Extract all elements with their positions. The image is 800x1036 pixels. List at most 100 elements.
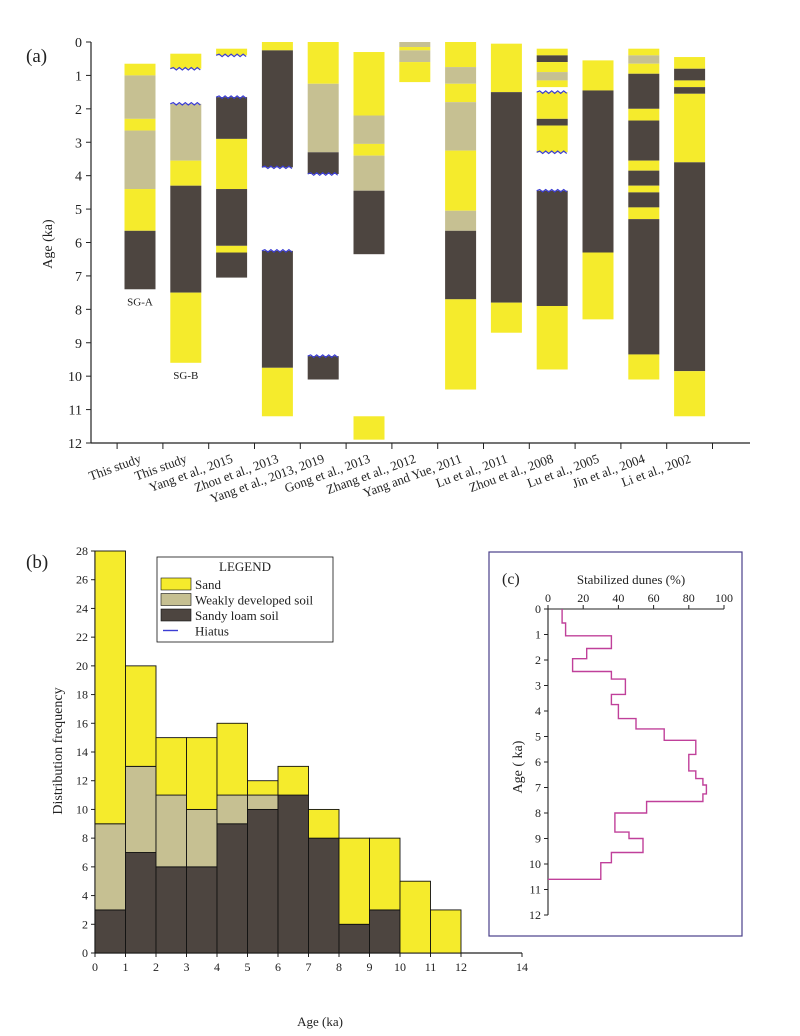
- bar-loam-bin-6: [277, 794, 309, 954]
- bar-sand-bin-10: [399, 880, 431, 954]
- legend-swatch-sand: [160, 577, 192, 591]
- column-1-segment-loam: [170, 185, 202, 293]
- panel-b-ytick-label: 16: [76, 716, 88, 730]
- column-6-segment-sand: [399, 47, 431, 51]
- panel-c-xtick-label: 20: [577, 591, 589, 605]
- bar-loam-bin-9: [369, 909, 401, 954]
- column-7-segment-sand: [445, 42, 477, 68]
- panel-c-ytick-label: 1: [535, 628, 541, 642]
- column-3-segment-loam: [261, 50, 293, 168]
- legend-swatch-weak: [160, 593, 192, 606]
- panel-b-ytick-label: 12: [76, 774, 88, 788]
- column-2-segment-sand: [216, 245, 248, 253]
- column-9-hiatus: [536, 150, 568, 155]
- panel-b-ylabel: Distribution frequency: [51, 687, 66, 814]
- bar-loam-bin-8: [338, 923, 370, 954]
- panel-b-ytick-label: 6: [82, 860, 88, 874]
- column-6-segment-weak: [399, 42, 431, 48]
- column-4-hiatus: [307, 172, 339, 176]
- column-12-segment-sand: [674, 80, 706, 88]
- column-0-segment-sand: [124, 118, 156, 131]
- panel-a-ytick-label: 11: [69, 404, 82, 419]
- panel-b-xtick-label: 8: [336, 960, 342, 974]
- panel-c-ytick-label: 12: [529, 908, 541, 922]
- panel-a-label: (a): [26, 46, 47, 67]
- panel-b-xtick-label: 10: [394, 960, 406, 974]
- legend-label-sand: Sand: [195, 577, 222, 592]
- panel-c-xtick-label: 60: [648, 591, 660, 605]
- bar-loam-bin-4: [216, 823, 248, 954]
- bar-loam-bin-5: [247, 808, 279, 954]
- panel-a-ytick-label: 1: [75, 69, 82, 84]
- column-12-segment-loam: [674, 68, 706, 81]
- column-11-segment-sand: [628, 48, 660, 56]
- legend-title: LEGEND: [219, 559, 271, 574]
- column-12-segment-loam: [674, 162, 706, 372]
- panel-b-ytick-label: 0: [82, 946, 88, 960]
- column-7-segment-loam: [445, 230, 477, 300]
- bar-weak-bin-1: [125, 765, 157, 853]
- bar-loam-bin-1: [125, 852, 157, 954]
- column-9-segment-sand: [536, 62, 568, 73]
- column-4-hiatus: [307, 354, 339, 359]
- column-7-segment-sand: [445, 83, 477, 103]
- panel-a-ytick-label: 10: [68, 370, 82, 385]
- column-9-segment-sand: [536, 125, 568, 153]
- bar-loam-bin-2: [155, 866, 187, 954]
- column-11-segment-sand: [628, 354, 660, 380]
- column-7-segment-weak: [445, 210, 477, 231]
- panel-a-ytick-label: 2: [75, 103, 82, 118]
- column-5-segment-sand: [353, 143, 385, 156]
- column-11-segment-sand: [628, 160, 660, 171]
- column-4-segment-weak: [307, 83, 339, 153]
- column-0-segment-sand: [124, 189, 156, 231]
- bar-loam-bin-7: [308, 837, 340, 954]
- column-0-segment-loam: [124, 230, 156, 290]
- panel-b-xlabel: Age (ka): [297, 1014, 343, 1029]
- column-9-hiatus: [536, 90, 568, 95]
- column-5-segment-weak: [353, 115, 385, 144]
- column-3-hiatus: [261, 248, 293, 253]
- column-5-segment-loam: [353, 190, 385, 255]
- panel-a-ytick-label: 6: [75, 237, 82, 252]
- column-7-segment-sand: [445, 150, 477, 211]
- legend-label-hiatus: Hiatus: [195, 624, 229, 639]
- panel-b-ytick-label: 8: [82, 831, 88, 845]
- column-9-segment-sand: [536, 80, 568, 88]
- panel-b-xtick-label: 4: [214, 960, 220, 974]
- panel-b-xtick-label: 5: [245, 960, 251, 974]
- column-4-segment-sand: [307, 42, 339, 84]
- column-6-segment-sand: [399, 62, 431, 83]
- bar-sand-bin-1: [125, 665, 157, 767]
- column-12-segment-sand: [674, 57, 706, 69]
- bar-weak-bin-3: [186, 808, 218, 868]
- panel-b-xtick-label: 2: [153, 960, 159, 974]
- column-1-segment-sand: [170, 160, 202, 186]
- column-1-segment-sand: [170, 53, 202, 69]
- bar-weak-bin-2: [155, 794, 187, 868]
- panel-b-ytick-label: 26: [76, 573, 88, 587]
- column-9-segment-sand: [536, 92, 568, 119]
- column-10-segment-sand: [582, 252, 614, 320]
- column-0-note: SG-A: [127, 296, 153, 308]
- panel-a-ylabel: Age (ka): [41, 219, 56, 269]
- panel-c-ytick-label: 4: [535, 704, 541, 718]
- column-4-segment-loam: [307, 152, 339, 174]
- panel-c-ytick-label: 9: [535, 832, 541, 846]
- column-11-segment-sand: [628, 185, 660, 193]
- column-5-segment-weak: [353, 155, 385, 191]
- column-11-segment-loam: [628, 219, 660, 355]
- column-2-segment-sand: [216, 138, 248, 190]
- column-2-segment-loam: [216, 252, 248, 278]
- legend-swatch-loam: [160, 608, 192, 622]
- panel-c-ytick-label: 3: [535, 679, 541, 693]
- column-9-hiatus: [536, 188, 568, 193]
- column-9-segment-sand: [536, 48, 568, 56]
- bar-sand-bin-11: [430, 909, 462, 954]
- column-1-hiatus: [170, 66, 201, 71]
- bar-weak-bin-5: [247, 794, 279, 810]
- column-0-segment-weak: [124, 130, 156, 190]
- column-1-segment-weak: [170, 103, 202, 161]
